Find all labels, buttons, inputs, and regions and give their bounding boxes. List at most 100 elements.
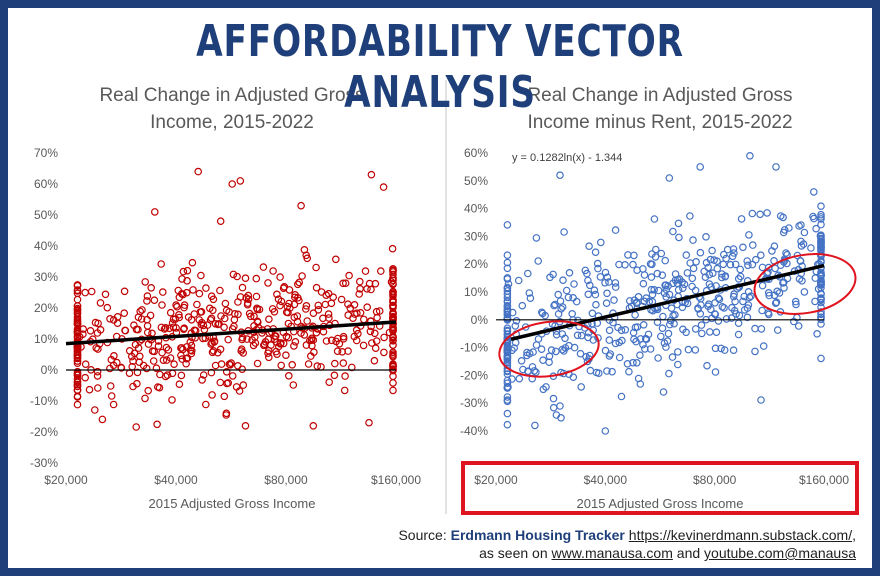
left-y-tick-label: -10% xyxy=(30,394,58,408)
right-data-point xyxy=(683,269,692,277)
left-data-point xyxy=(150,296,159,305)
left-data-point xyxy=(284,371,293,380)
left-data-point xyxy=(214,348,222,357)
left-data-point xyxy=(389,301,397,310)
left-data-point xyxy=(243,335,251,343)
youtube-link[interactable]: youtube.com@manausa xyxy=(704,545,856,561)
right-data-point xyxy=(712,328,721,337)
right-data-point xyxy=(611,226,620,234)
left-data-point xyxy=(264,279,272,287)
left-data-point xyxy=(234,298,242,306)
right-data-point xyxy=(674,219,683,228)
right-data-point xyxy=(739,243,747,252)
left-data-point xyxy=(274,295,283,304)
source-name: Erdmann Housing Tracker xyxy=(450,527,625,543)
left-data-point xyxy=(139,361,148,370)
right-data-point xyxy=(728,303,736,312)
source-line-1: Source: Erdmann Housing Tracker https://… xyxy=(398,526,856,544)
right-data-point xyxy=(710,256,718,264)
left-data-point xyxy=(91,406,99,414)
right-x-tick-label: $160,000 xyxy=(799,473,849,487)
left-data-point xyxy=(325,378,334,387)
right-data-point xyxy=(692,257,700,266)
right-data-point xyxy=(556,402,564,410)
right-data-point xyxy=(508,308,517,317)
right-data-point xyxy=(708,269,717,278)
right-data-point xyxy=(503,393,512,401)
right-data-point xyxy=(743,313,752,322)
right-data-point xyxy=(719,260,728,269)
left-data-point xyxy=(170,360,178,369)
left-data-point xyxy=(312,328,321,337)
left-data-point xyxy=(264,349,272,358)
right-data-point xyxy=(539,385,548,394)
left-data-point xyxy=(182,354,191,363)
right-data-point xyxy=(596,273,605,281)
right-data-point xyxy=(659,388,668,396)
left-data-point xyxy=(106,382,115,390)
left-data-point xyxy=(73,359,82,368)
right-data-point xyxy=(686,212,694,220)
right-data-point xyxy=(682,251,691,259)
right-data-point xyxy=(503,284,512,293)
left-data-point xyxy=(380,348,388,357)
right-x-tick-label: $20,000 xyxy=(474,473,518,487)
right-data-point xyxy=(552,347,560,356)
right-data-point xyxy=(764,263,773,272)
right-data-point xyxy=(740,306,749,314)
right-data-point xyxy=(549,394,558,403)
left-data-point xyxy=(370,329,379,338)
right-data-point xyxy=(545,358,553,367)
left-data-point xyxy=(363,303,372,312)
left-data-point xyxy=(389,386,397,395)
right-data-point xyxy=(673,348,682,356)
right-data-point xyxy=(732,310,740,318)
right-data-point xyxy=(503,420,512,429)
right-data-point xyxy=(557,304,566,313)
left-data-point xyxy=(197,271,205,280)
source-line-2: as seen on www.manausa.com and youtube.c… xyxy=(398,544,856,562)
left-data-point xyxy=(288,360,297,369)
right-data-point xyxy=(503,293,512,302)
left-data-point xyxy=(354,329,362,338)
right-data-point xyxy=(744,261,752,270)
left-data-point xyxy=(163,371,172,379)
trend-equation: y = 0.1282ln(x) - 1.344 xyxy=(512,152,622,164)
left-data-point xyxy=(389,352,397,361)
right-data-point xyxy=(648,250,656,258)
right-data-point xyxy=(632,358,641,367)
source-credit: Source: Erdmann Housing Tracker https://… xyxy=(398,526,856,562)
source-url-link[interactable]: https://kevinerdmann.substack.com/ xyxy=(628,527,853,543)
left-data-point xyxy=(129,382,137,391)
left-data-point xyxy=(289,381,298,389)
left-data-point xyxy=(217,312,225,320)
left-data-point xyxy=(73,380,82,389)
right-data-point xyxy=(605,278,613,286)
site-link[interactable]: www.manausa.com xyxy=(551,545,673,561)
right-data-point xyxy=(817,240,825,248)
left-data-point xyxy=(202,284,210,292)
left-data-point xyxy=(367,285,375,294)
left-data-point xyxy=(73,327,82,336)
right-y-tick-label: 0% xyxy=(471,313,489,327)
right-data-point xyxy=(621,325,630,334)
left-data-point xyxy=(162,356,171,364)
left-data-point xyxy=(178,275,186,283)
right-data-point xyxy=(779,279,787,287)
right-data-point xyxy=(810,214,818,223)
left-data-point xyxy=(389,348,397,357)
right-data-point xyxy=(589,336,598,344)
right-data-point xyxy=(503,364,512,373)
right-data-point xyxy=(593,259,602,268)
right-data-point xyxy=(817,294,825,303)
left-data-point xyxy=(261,337,270,346)
right-data-point xyxy=(745,231,753,239)
left-data-point xyxy=(322,337,331,345)
left-data-point xyxy=(284,319,293,328)
right-data-point xyxy=(560,228,568,236)
right-data-point xyxy=(675,233,683,242)
left-data-point xyxy=(238,283,247,292)
left-data-point xyxy=(363,284,371,293)
left-data-point xyxy=(178,355,187,363)
right-data-point xyxy=(757,396,765,404)
